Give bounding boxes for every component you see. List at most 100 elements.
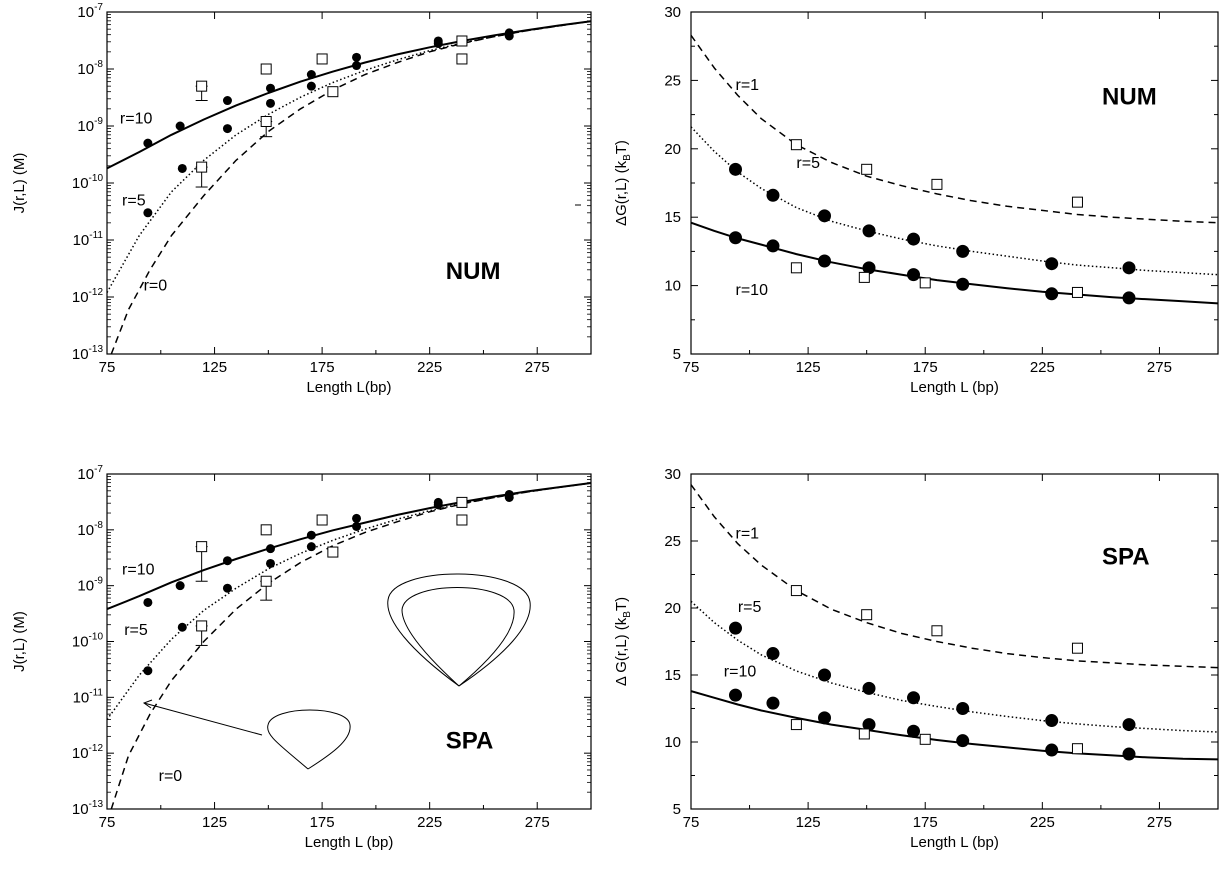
series-line-dotted xyxy=(107,482,591,721)
data-point-circle xyxy=(433,39,443,49)
data-point-circle xyxy=(956,702,970,715)
data-point-circle xyxy=(177,622,187,632)
data-point-circle xyxy=(352,61,362,71)
single-loop-drawing xyxy=(267,709,351,770)
data-point-circle xyxy=(818,668,832,682)
y-tick-label: 20 xyxy=(664,600,681,617)
data-point-square xyxy=(316,53,328,65)
data-point-square xyxy=(456,53,468,65)
x-tick-label: 275 xyxy=(1147,814,1172,831)
data-point-square xyxy=(196,541,208,553)
curve-label: r=5 xyxy=(122,193,146,210)
series-line-solid xyxy=(107,482,591,611)
data-point-circle xyxy=(306,530,316,540)
series-line-solid xyxy=(107,20,591,170)
data-point-square xyxy=(456,514,468,526)
data-point-square xyxy=(316,514,328,526)
data-point-square xyxy=(1071,286,1083,298)
data-point-circle xyxy=(265,544,275,554)
data-point-square xyxy=(260,575,272,587)
data-point-square xyxy=(196,620,208,632)
x-tick-label: 75 xyxy=(99,814,116,831)
y-axis-label: J(r,L) (M) xyxy=(11,611,28,672)
series-line-dashed xyxy=(691,34,1218,224)
data-point-circle xyxy=(862,224,876,238)
data-point-circle xyxy=(1122,718,1136,732)
data-point-circle xyxy=(1045,714,1059,728)
data-point-circle xyxy=(352,521,362,531)
data-point-circle xyxy=(175,121,185,131)
data-point-circle xyxy=(222,556,232,566)
curve-label: r=1 xyxy=(736,525,760,542)
data-point-square xyxy=(260,524,272,536)
data-point-square xyxy=(931,178,943,190)
y-tick-label: 10-8 xyxy=(77,59,103,78)
chart-num-j: 75 125 175 225 275 10-13 10-12 10-11 10-10 10-9 10… xyxy=(11,2,592,396)
data-point-square xyxy=(456,35,468,47)
data-point-circle xyxy=(907,232,921,246)
y-axis-label: J(r,L) (M) xyxy=(11,153,28,214)
data-point-square xyxy=(196,161,208,173)
data-point-circle xyxy=(729,231,743,245)
x-tick-label: 75 xyxy=(683,814,700,831)
data-point-circle xyxy=(177,163,187,173)
data-point-circle xyxy=(143,666,153,676)
x-tick-label: 175 xyxy=(913,359,938,376)
series-line-solid xyxy=(691,221,1218,305)
chart-spa-j: 75 125 175 225 275 10-13 10-12 10-11 10-10 10-9 10… xyxy=(11,464,592,851)
y-tick-label: 15 xyxy=(664,209,681,226)
y-tick-label: 10-12 xyxy=(72,287,104,306)
data-point-circle xyxy=(504,31,514,41)
data-point-square xyxy=(919,733,931,745)
data-point-circle xyxy=(862,681,876,695)
y-tick-label: 10 xyxy=(664,734,681,751)
y-tick-label: 5 xyxy=(673,346,681,363)
data-point-circle xyxy=(907,691,921,705)
y-tick-label: 10-8 xyxy=(77,520,103,539)
chart-num-g: 75 125 175 225 275 5 10 15 20 25 30 Length L (bp) ΔG… xyxy=(613,4,1219,396)
data-point-circle xyxy=(306,542,316,552)
data-point-square xyxy=(1071,642,1083,654)
data-point-circle xyxy=(1045,743,1059,757)
x-tick-label: 175 xyxy=(913,814,938,831)
series-line-dashed xyxy=(691,484,1218,669)
panel-label: SPA xyxy=(1102,543,1150,570)
x-axis-label: Length L (bp) xyxy=(910,834,999,851)
x-tick-label: 275 xyxy=(525,814,550,831)
data-point-circle xyxy=(956,734,970,748)
data-point-square xyxy=(456,496,468,508)
data-point-circle xyxy=(143,208,153,218)
data-point-square xyxy=(327,86,339,98)
y-tick-label: 10-10 xyxy=(72,173,104,192)
x-tick-label: 175 xyxy=(310,814,335,831)
data-point-circle xyxy=(862,261,876,275)
y-tick-label: 10-9 xyxy=(77,116,103,135)
y-tick-label: 20 xyxy=(664,141,681,158)
double-loop-drawing xyxy=(387,573,531,687)
y-tick-label: 30 xyxy=(664,4,681,21)
plot-frame xyxy=(690,11,1219,355)
x-tick-label: 125 xyxy=(796,359,821,376)
data-point-square xyxy=(196,80,208,92)
x-tick-label: 225 xyxy=(1030,814,1055,831)
panel-label: NUM xyxy=(1102,83,1157,110)
data-point-circle xyxy=(306,70,316,80)
curve-label: r=10 xyxy=(120,111,153,128)
y-tick-label: 10-12 xyxy=(72,743,104,762)
y-tick-label: 10-10 xyxy=(72,632,104,651)
plot-frame xyxy=(690,473,1219,810)
data-point-circle xyxy=(766,647,780,661)
y-tick-label: 10-9 xyxy=(77,576,103,595)
data-point-circle xyxy=(907,724,921,738)
y-tick-label: 10-7 xyxy=(77,2,103,21)
data-point-circle xyxy=(265,83,275,93)
y-tick-label: 10-7 xyxy=(77,464,103,483)
y-tick-label: 30 xyxy=(664,466,681,483)
curve-label: r=5 xyxy=(738,599,762,616)
data-point-square xyxy=(858,271,870,283)
data-point-circle xyxy=(1122,291,1136,305)
data-point-circle xyxy=(729,688,743,702)
inset-arrow-head xyxy=(142,699,153,709)
double-loop-inner xyxy=(401,587,515,687)
data-point-circle xyxy=(306,81,316,91)
